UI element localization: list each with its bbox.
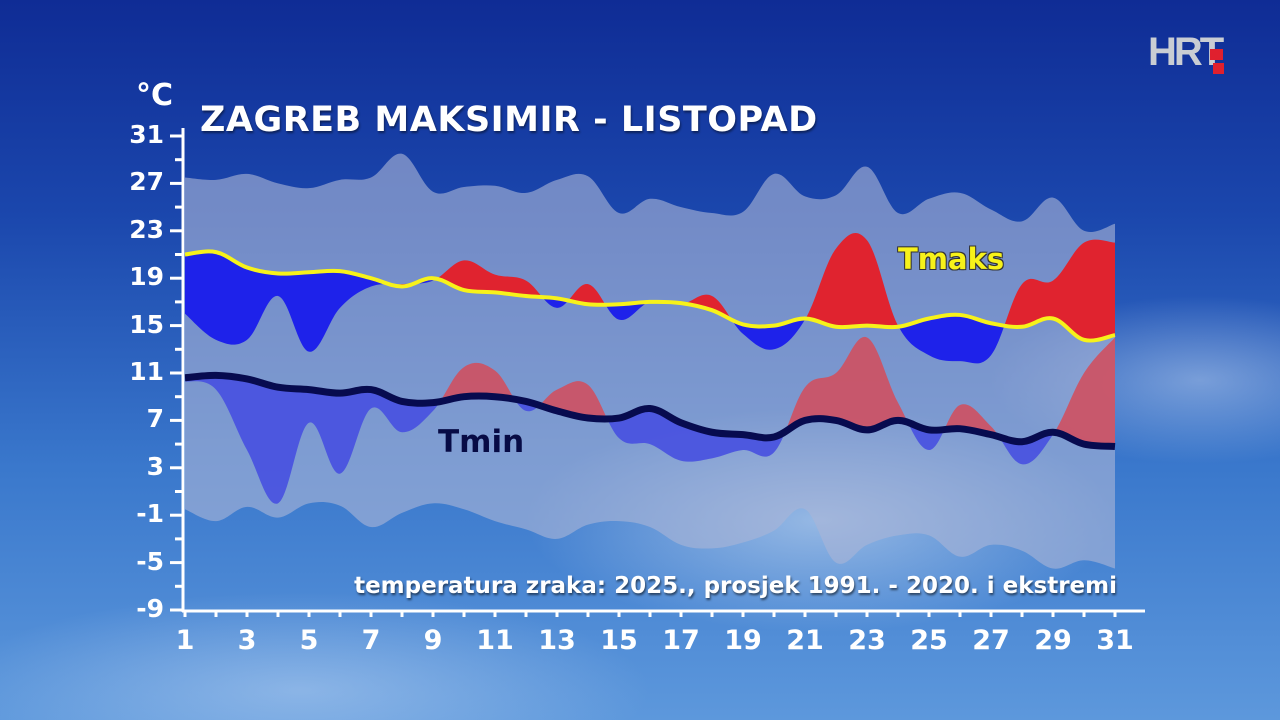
x-tick-label: 15 (600, 625, 638, 656)
x-tick-label: 23 (848, 625, 886, 656)
extremes-band (185, 153, 1115, 569)
y-tick-label: 15 (129, 309, 164, 339)
y-tick-label: -5 (136, 546, 164, 576)
logo-red-square-icon (1213, 63, 1224, 74)
axes (170, 128, 1145, 617)
y-tick-label: -9 (136, 594, 164, 623)
x-tick-label: 11 (476, 625, 514, 656)
y-tick-label: 7 (146, 404, 164, 434)
x-tick-label: 29 (1034, 625, 1072, 656)
unit-label: °C (136, 78, 174, 113)
x-tick-label: 21 (786, 625, 824, 656)
y-tick-label: 23 (129, 214, 164, 244)
y-tick-label: 11 (129, 357, 164, 386)
logo-red-square-icon (1210, 49, 1223, 60)
x-tick-label: 5 (299, 625, 319, 656)
x-tick-label: 7 (361, 625, 381, 656)
x-tick-label: 25 (910, 625, 948, 656)
tmax-average-line (184, 249, 1116, 343)
x-tick-label: 1 (175, 625, 195, 656)
y-tick-label: 27 (129, 167, 164, 197)
chart-title: ZAGREB MAKSIMIR - LISTOPAD (200, 100, 818, 140)
x-tick-label: 27 (972, 625, 1010, 656)
x-tick-label: 13 (538, 625, 576, 656)
hrt-logo: HRT (1148, 30, 1224, 74)
tmin-label: Tmin (438, 424, 525, 460)
tmin-average-line (184, 371, 1116, 450)
x-tick-label: 31 (1096, 625, 1134, 656)
x-tick-label: 3 (237, 625, 257, 656)
tmax-label: Tmaks (898, 242, 1005, 276)
y-tick-label: 31 (129, 120, 164, 149)
x-tick-label: 9 (423, 625, 443, 656)
x-tick-label: 19 (724, 625, 762, 656)
y-tick-label: 19 (129, 262, 164, 292)
y-tick-label: 3 (146, 451, 164, 481)
chart-subtitle: temperatura zraka: 2025., prosjek 1991. … (354, 573, 1117, 599)
x-tick-label: 17 (662, 625, 700, 656)
y-tick-label: -1 (136, 499, 164, 529)
